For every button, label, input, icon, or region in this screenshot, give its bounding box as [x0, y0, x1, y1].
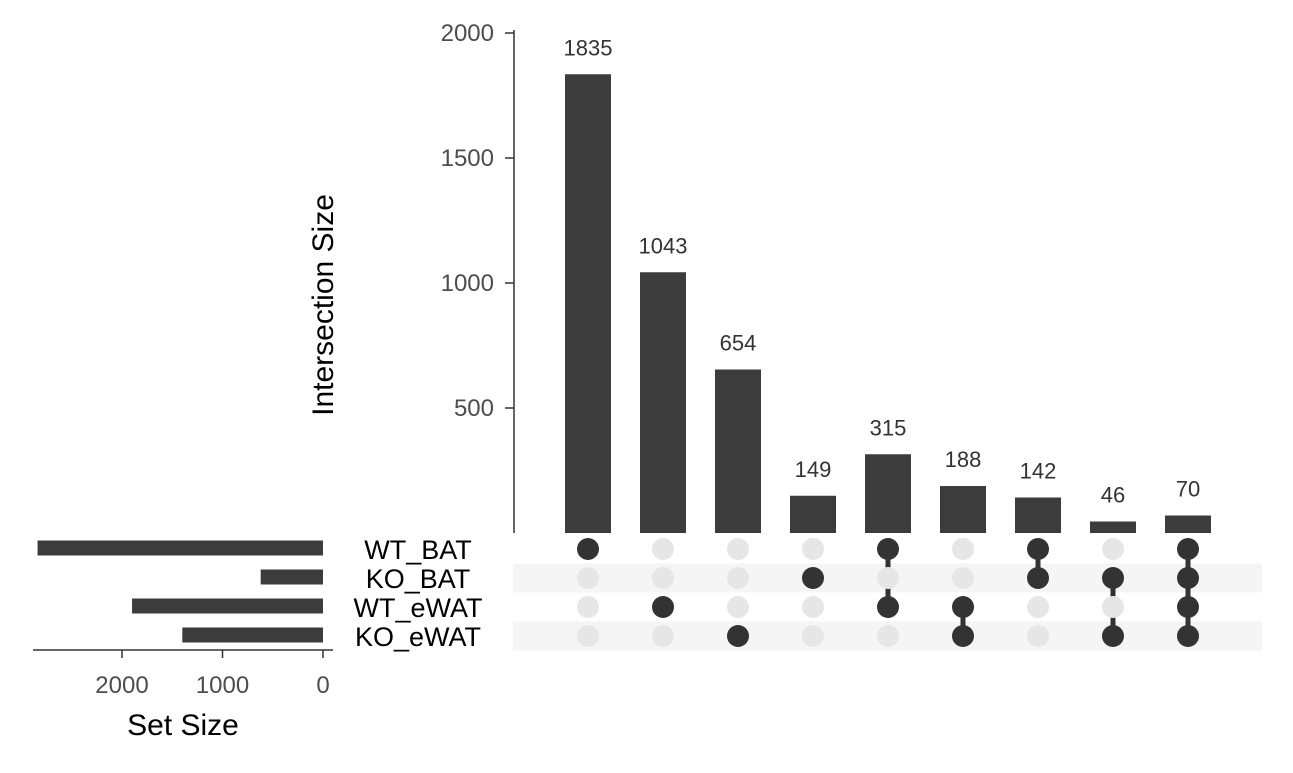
intersection-bar-label: 188 — [945, 447, 982, 472]
intersection-bar — [715, 369, 761, 533]
matrix-dot-active — [952, 596, 974, 618]
intersection-bar-label: 1043 — [639, 233, 688, 258]
set-size-axis: 2000 1000 0 — [33, 649, 333, 699]
matrix-dot-inactive — [727, 538, 749, 560]
intersection-bar-label: 315 — [870, 415, 907, 440]
matrix-dot-inactive — [1027, 625, 1049, 647]
set-size-bar — [132, 598, 323, 614]
matrix-dot-active — [1177, 538, 1199, 560]
matrix-dot-active — [1102, 625, 1124, 647]
matrix-dot-inactive — [877, 567, 899, 589]
set-label: WT_eWAT — [354, 593, 483, 623]
matrix-dot-inactive — [1027, 596, 1049, 618]
matrix-dot-inactive — [802, 596, 824, 618]
matrix-dot-inactive — [802, 538, 824, 560]
intersection-axis-tick-label: 2000 — [441, 20, 494, 47]
matrix-dot-active — [727, 625, 749, 647]
set-size-bar — [37, 540, 324, 556]
intersection-bar — [865, 454, 911, 533]
intersection-bars — [565, 74, 1211, 533]
set-size-axis-tick-label: 2000 — [95, 672, 148, 699]
intersection-bar — [1015, 497, 1061, 533]
intersection-bar-label: 1835 — [564, 35, 613, 60]
set-label: KO_eWAT — [355, 622, 481, 652]
intersection-matrix — [577, 538, 1199, 647]
matrix-dot-inactive — [652, 567, 674, 589]
intersection-bar-label: 654 — [720, 331, 757, 356]
intersection-bar — [565, 74, 611, 533]
matrix-dot-active — [802, 567, 824, 589]
matrix-dot-active — [1102, 567, 1124, 589]
matrix-dot-active — [1177, 567, 1199, 589]
matrix-dot-inactive — [727, 567, 749, 589]
intersection-axis-tick-label: 1500 — [441, 145, 494, 172]
intersection-axis-tick-label: 500 — [454, 395, 494, 422]
intersection-size-axis-title: Intersection Size — [307, 194, 340, 416]
matrix-dot-inactive — [802, 625, 824, 647]
matrix-dot-active — [1177, 596, 1199, 618]
matrix-dot-inactive — [1102, 538, 1124, 560]
matrix-dot-active — [652, 596, 674, 618]
set-size-bar — [260, 569, 323, 585]
set-size-axis-tick-label: 1000 — [196, 672, 249, 699]
matrix-dot-active — [1027, 567, 1049, 589]
set-label: KO_BAT — [366, 564, 471, 594]
set-size-axis-title: Set Size — [127, 709, 239, 742]
intersection-axis-tick-label: 1000 — [441, 270, 494, 297]
matrix-dot-inactive — [952, 567, 974, 589]
matrix-dot-active — [952, 625, 974, 647]
matrix-dot-active — [877, 538, 899, 560]
set-label: WT_BAT — [364, 535, 472, 565]
intersection-bar — [640, 272, 686, 533]
matrix-dot-inactive — [952, 538, 974, 560]
matrix-dot-inactive — [727, 596, 749, 618]
matrix-dot-inactive — [877, 625, 899, 647]
intersection-bar — [1165, 515, 1211, 533]
intersection-bar-label: 142 — [1020, 459, 1057, 484]
intersection-bar-labels: 1835 1043 654 149 315 188 142 46 70 — [564, 35, 1201, 507]
matrix-dot-inactive — [577, 625, 599, 647]
intersection-bar-label: 70 — [1176, 477, 1200, 502]
intersection-size-axis: 500 1000 1500 2000 — [441, 20, 515, 533]
matrix-dot-inactive — [1102, 596, 1124, 618]
set-size-bar — [182, 627, 323, 643]
set-size-axis-tick-label: 0 — [316, 672, 329, 699]
intersection-bar — [790, 495, 836, 533]
matrix-dot-inactive — [577, 596, 599, 618]
matrix-dot-inactive — [652, 625, 674, 647]
intersection-bar — [940, 486, 986, 533]
set-size-bars — [37, 540, 324, 643]
intersection-bar — [1090, 521, 1136, 533]
intersection-bar-label: 149 — [795, 457, 832, 482]
intersection-bar-label: 46 — [1101, 483, 1125, 508]
matrix-dot-active — [1027, 538, 1049, 560]
matrix-dot-active — [877, 596, 899, 618]
matrix-dot-active — [1177, 625, 1199, 647]
matrix-dot-active — [577, 538, 599, 560]
matrix-dot-inactive — [577, 567, 599, 589]
matrix-dot-inactive — [652, 538, 674, 560]
